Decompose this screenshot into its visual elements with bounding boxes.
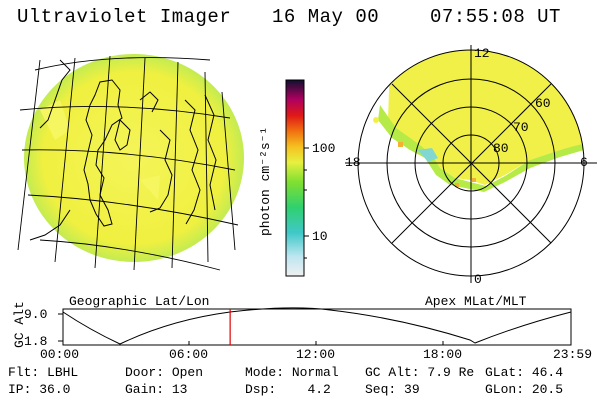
info-flt: Flt: LBHL <box>8 365 79 380</box>
timeline-xtick: 06:00 <box>169 347 209 362</box>
timeline-xtick: 23:59 <box>553 347 593 362</box>
coastlines <box>29 59 217 241</box>
observation-date: 16 May 00 <box>272 6 380 28</box>
info-dsp: Dsp: 4.2 <box>245 382 331 397</box>
geographic-image <box>17 54 244 271</box>
timeline-ytick-top: 9.0 <box>24 307 48 322</box>
info-mode: Mode: Normal <box>245 365 339 380</box>
instrument-title: Ultraviolet Imager <box>17 6 232 28</box>
info-gcalt: GC Alt: 7.9 Re <box>365 365 475 380</box>
timeline-ytick-bottom: 1.8 <box>24 334 48 349</box>
info-glon: GLon: 20.5 <box>485 382 564 397</box>
timeline-xtick: 12:00 <box>296 347 336 362</box>
polar-plot <box>345 45 597 283</box>
left-panel-caption: Geographic Lat/Lon <box>69 294 210 309</box>
timeline-xtick: 18:00 <box>423 347 463 362</box>
mlat-label-60: 60 <box>535 96 551 111</box>
mlt-label-12: 12 <box>474 46 490 61</box>
altitude-timeline <box>58 307 572 346</box>
mlt-label-0: 0 <box>474 272 482 287</box>
earth-disk <box>24 54 244 262</box>
timeline-xtick: 00:00 <box>40 347 80 362</box>
info-door: Door: Open <box>125 365 204 380</box>
info-gain: Gain: 13 <box>125 382 188 397</box>
info-glat: GLat: 46.4 <box>485 365 564 380</box>
info-ip: IP: 36.0 <box>8 382 71 397</box>
mlat-label-70: 70 <box>513 120 529 135</box>
info-seq: Seq: 39 <box>365 382 420 397</box>
colorbar-tick-10: 10 <box>312 229 328 244</box>
mlat-label-80: 80 <box>493 141 509 156</box>
color-bar <box>285 79 309 277</box>
auroral-oval <box>388 50 582 185</box>
colorbar-unit-label: photon cm⁻²s⁻¹ <box>258 126 273 236</box>
mlt-label-6: 6 <box>580 155 588 170</box>
right-panel-caption: Apex MLat/MLT <box>425 294 527 309</box>
observation-time: 07:55:08 UT <box>430 6 561 28</box>
graticule <box>17 55 239 271</box>
colorbar-tick-100: 100 <box>312 141 336 156</box>
mlt-label-18: 18 <box>345 155 361 170</box>
